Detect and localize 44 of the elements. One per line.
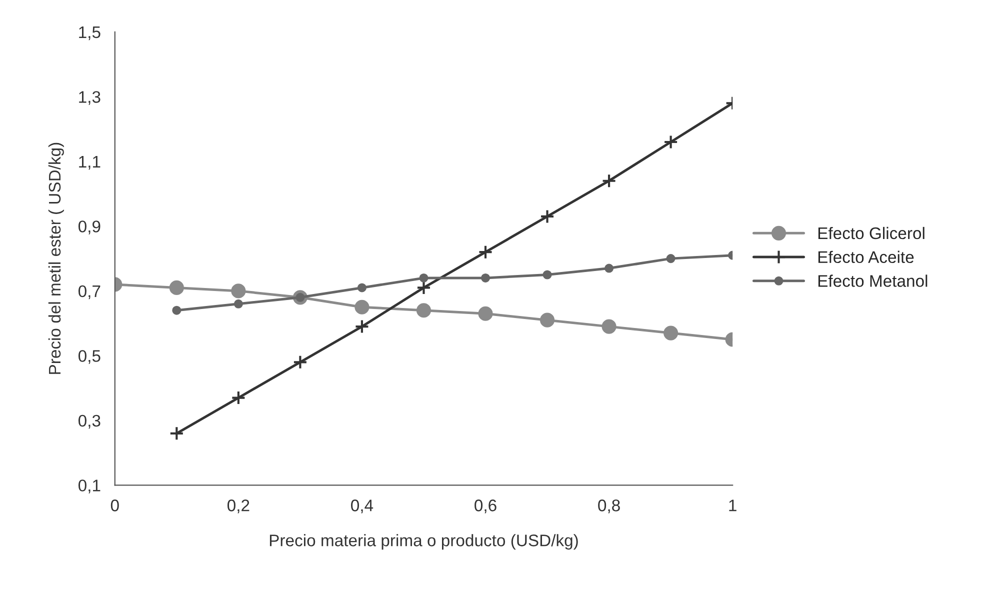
x-tick-label: 1 bbox=[729, 500, 736, 512]
y-tick-label: 0,5 bbox=[78, 350, 100, 364]
x-tick-label: 0,4 bbox=[351, 500, 374, 514]
point bbox=[664, 326, 678, 340]
point bbox=[604, 264, 614, 273]
point bbox=[357, 283, 366, 292]
point bbox=[540, 209, 555, 224]
x-tick-label: 0,2 bbox=[227, 500, 250, 514]
point bbox=[478, 244, 493, 260]
y-tick-label: 0,3 bbox=[78, 414, 100, 429]
x-axis-title: Precio materia prima o producto (USD/kg) bbox=[270, 534, 578, 550]
point bbox=[542, 270, 552, 280]
y-tick-label: 1,3 bbox=[79, 91, 100, 105]
x-tick-label: 0 bbox=[110, 500, 119, 512]
point bbox=[478, 306, 493, 321]
point bbox=[172, 306, 182, 315]
point bbox=[419, 273, 428, 283]
y-tick-label: 0,7 bbox=[78, 285, 100, 300]
point bbox=[540, 312, 555, 328]
point bbox=[231, 390, 246, 406]
legend-label: Efecto Aceite bbox=[818, 250, 914, 264]
point bbox=[416, 303, 432, 318]
y-tick-label: 0,9 bbox=[78, 220, 100, 234]
point bbox=[666, 254, 676, 264]
y-axis-title: Precio del metil ester ( USD/kg) bbox=[48, 142, 64, 374]
point bbox=[292, 354, 308, 370]
point bbox=[354, 300, 370, 314]
point bbox=[231, 284, 246, 298]
point bbox=[234, 299, 243, 308]
x-tick-label: 0,6 bbox=[474, 500, 496, 514]
point bbox=[664, 134, 678, 150]
y-tick-label: 1,1 bbox=[79, 156, 100, 170]
point bbox=[480, 273, 490, 283]
point bbox=[602, 319, 616, 334]
legend-label: Efecto Glicerol bbox=[818, 226, 924, 240]
y-tick-label: 1,5 bbox=[79, 26, 100, 40]
point bbox=[602, 174, 616, 188]
point bbox=[416, 280, 432, 295]
x-tick-label: 0,8 bbox=[598, 500, 620, 514]
y-tick-label: 0,1 bbox=[78, 480, 100, 494]
point bbox=[169, 426, 184, 441]
point bbox=[354, 319, 370, 334]
legend-label: Efecto Metanol bbox=[818, 274, 928, 287]
point bbox=[169, 280, 184, 295]
